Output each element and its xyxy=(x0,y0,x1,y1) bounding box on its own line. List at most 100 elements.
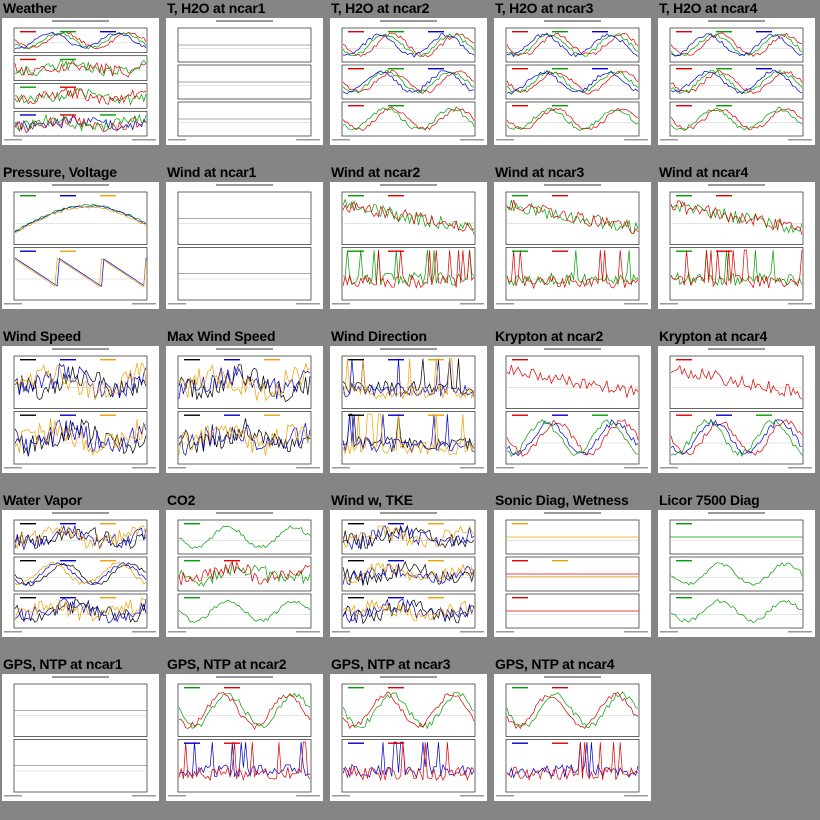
plot-thumbnail[interactable] xyxy=(330,346,487,473)
plot-panel xyxy=(341,411,476,465)
plot-panel xyxy=(505,27,640,63)
tile-co2[interactable]: CO2 xyxy=(164,492,328,656)
plot-image xyxy=(496,20,648,141)
tile-title: Max Wind Speed xyxy=(167,328,276,344)
plot-image xyxy=(332,348,484,469)
plot-thumbnail[interactable] xyxy=(658,18,815,145)
plot-thumbnail[interactable] xyxy=(2,182,159,309)
tile-weather[interactable]: Weather xyxy=(0,0,164,164)
plot-image xyxy=(168,512,320,633)
plot-thumbnail[interactable] xyxy=(494,182,651,309)
plot-panel xyxy=(13,411,148,465)
tile-title: Krypton at ncar2 xyxy=(495,328,604,344)
plot-panel xyxy=(13,83,148,109)
tile-gps-ntp-ncar2[interactable]: GPS, NTP at ncar2 xyxy=(164,656,328,820)
plot-thumbnail[interactable] xyxy=(494,18,651,145)
tile-title: Pressure, Voltage xyxy=(3,164,117,180)
plot-thumbnail[interactable] xyxy=(494,510,651,637)
plot-panel xyxy=(177,101,312,137)
plot-panel xyxy=(341,355,476,409)
plot-thumbnail[interactable] xyxy=(166,18,323,145)
tile-krypton-ncar2[interactable]: Krypton at ncar2 xyxy=(492,328,656,492)
plot-panel xyxy=(669,27,804,63)
tile-title: T, H2O at ncar3 xyxy=(495,0,594,16)
tile-sonic-diag-wetness[interactable]: Sonic Diag, Wetness xyxy=(492,492,656,656)
plot-panel xyxy=(505,593,640,629)
tile-t-h2o-ncar4[interactable]: T, H2O at ncar4 xyxy=(656,0,820,164)
tile-title: Licor 7500 Diag xyxy=(659,492,760,508)
tile-wind-ncar1[interactable]: Wind at ncar1 xyxy=(164,164,328,328)
tile-title: CO2 xyxy=(167,492,196,508)
plot-image xyxy=(332,512,484,633)
plot-panel xyxy=(341,191,476,245)
tile-wind-direction[interactable]: Wind Direction xyxy=(328,328,492,492)
plot-thumbnail[interactable] xyxy=(330,18,487,145)
tile-wind-w-tke[interactable]: Wind w, TKE xyxy=(328,492,492,656)
plot-panel xyxy=(341,593,476,629)
plot-image xyxy=(332,20,484,141)
tile-title: Wind at ncar3 xyxy=(495,164,585,180)
tile-title: GPS, NTP at ncar1 xyxy=(3,656,123,672)
plot-thumbnail[interactable] xyxy=(166,674,323,801)
plot-thumbnail[interactable] xyxy=(494,346,651,473)
plot-thumbnail[interactable] xyxy=(330,182,487,309)
plot-panel xyxy=(669,101,804,137)
tile-gps-ntp-ncar3[interactable]: GPS, NTP at ncar3 xyxy=(328,656,492,820)
tile-t-h2o-ncar3[interactable]: T, H2O at ncar3 xyxy=(492,0,656,164)
plot-panel xyxy=(669,247,804,301)
tile-wind-ncar2[interactable]: Wind at ncar2 xyxy=(328,164,492,328)
plot-panel xyxy=(341,101,476,137)
plot-panel xyxy=(669,64,804,100)
plot-panel xyxy=(669,593,804,629)
plot-panel xyxy=(341,64,476,100)
tile-t-h2o-ncar2[interactable]: T, H2O at ncar2 xyxy=(328,0,492,164)
tile-title: T, H2O at ncar1 xyxy=(167,0,266,16)
tile-title: Sonic Diag, Wetness xyxy=(495,492,629,508)
plot-panel xyxy=(177,191,312,245)
plot-panel xyxy=(13,683,148,737)
tile-title: Weather xyxy=(3,0,57,16)
plot-thumbnail[interactable] xyxy=(166,182,323,309)
tile-pressure-voltage[interactable]: Pressure, Voltage xyxy=(0,164,164,328)
tile-licor-7500-diag[interactable]: Licor 7500 Diag xyxy=(656,492,820,656)
plot-panel xyxy=(177,683,312,737)
plot-thumbnail[interactable] xyxy=(166,346,323,473)
plot-panel xyxy=(177,556,312,592)
plot-thumbnail[interactable] xyxy=(330,674,487,801)
tile-t-h2o-ncar1[interactable]: T, H2O at ncar1 xyxy=(164,0,328,164)
plot-panel xyxy=(669,556,804,592)
tile-krypton-ncar4[interactable]: Krypton at ncar4 xyxy=(656,328,820,492)
tile-title: GPS, NTP at ncar4 xyxy=(495,656,615,672)
plot-thumbnail[interactable] xyxy=(658,510,815,637)
tile-gps-ntp-ncar1[interactable]: GPS, NTP at ncar1 xyxy=(0,656,164,820)
tile-max-wind-speed[interactable]: Max Wind Speed xyxy=(164,328,328,492)
plot-thumbnail[interactable] xyxy=(2,674,159,801)
plot-panel xyxy=(341,683,476,737)
plot-thumbnail[interactable] xyxy=(2,346,159,473)
tile-wind-ncar4[interactable]: Wind at ncar4 xyxy=(656,164,820,328)
plot-image xyxy=(168,676,320,797)
plot-panel xyxy=(13,593,148,629)
tile-wind-speed[interactable]: Wind Speed xyxy=(0,328,164,492)
plot-panel xyxy=(177,739,312,793)
plot-panel xyxy=(177,411,312,465)
plot-thumbnail[interactable] xyxy=(2,18,159,145)
plot-thumbnail[interactable] xyxy=(658,346,815,473)
plot-thumbnail[interactable] xyxy=(658,182,815,309)
plot-thumbnail[interactable] xyxy=(494,674,651,801)
tile-title: GPS, NTP at ncar2 xyxy=(167,656,287,672)
tile-gps-ntp-ncar4[interactable]: GPS, NTP at ncar4 xyxy=(492,656,656,820)
plot-image xyxy=(660,348,812,469)
plot-thumbnail[interactable] xyxy=(2,510,159,637)
tile-water-vapor[interactable]: Water Vapor xyxy=(0,492,164,656)
tile-title: Wind at ncar2 xyxy=(331,164,421,180)
tile-wind-ncar3[interactable]: Wind at ncar3 xyxy=(492,164,656,328)
plot-thumbnail[interactable] xyxy=(330,510,487,637)
plot-panel xyxy=(341,556,476,592)
plot-panel xyxy=(13,556,148,592)
plot-image xyxy=(4,676,156,797)
tile-title: T, H2O at ncar2 xyxy=(331,0,430,16)
tile-title: GPS, NTP at ncar3 xyxy=(331,656,451,672)
plot-thumbnail[interactable] xyxy=(166,510,323,637)
plot-image xyxy=(496,348,648,469)
